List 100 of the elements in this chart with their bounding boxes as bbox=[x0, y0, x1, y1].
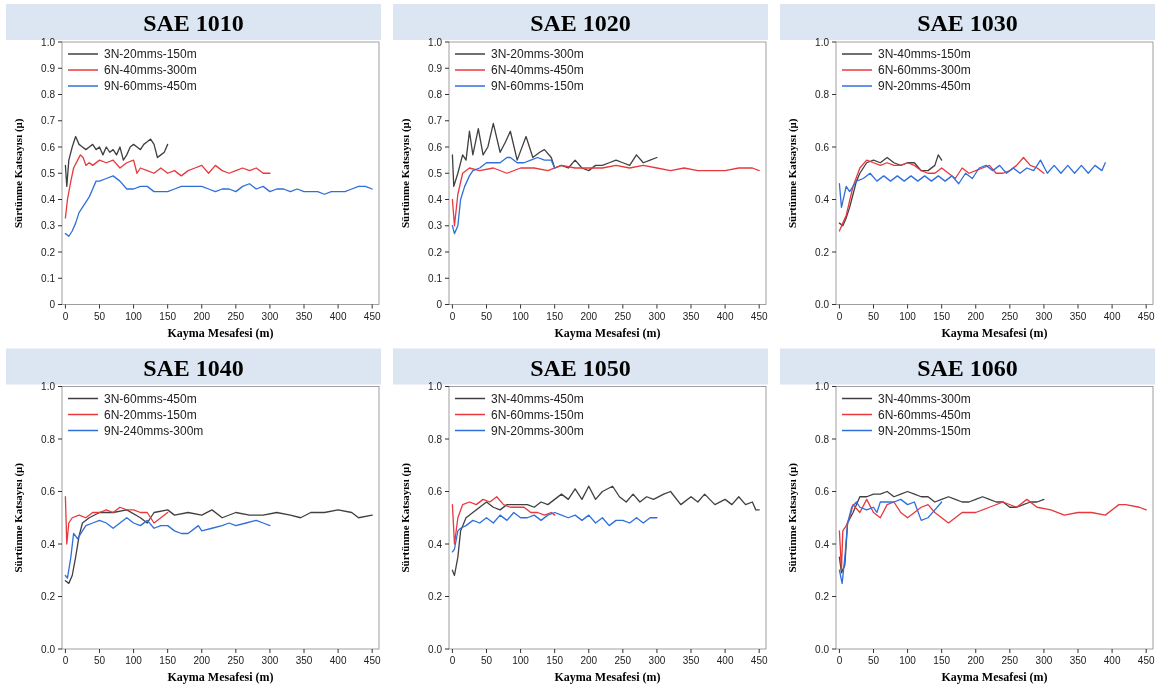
y-tick-label: 0.6 bbox=[41, 486, 56, 497]
line-series bbox=[64, 496, 169, 545]
legend-label: 3N-20mms-300m bbox=[491, 47, 584, 62]
y-tick-label: 0.5 bbox=[428, 167, 443, 179]
x-tick-label: 100 bbox=[125, 310, 143, 322]
x-tick-label: 400 bbox=[1103, 310, 1121, 322]
x-tick-label: 250 bbox=[227, 655, 245, 666]
x-tick-label: 250 bbox=[227, 310, 245, 322]
y-tick-label: 0.6 bbox=[815, 141, 830, 153]
x-tick-label: 200 bbox=[580, 310, 598, 322]
y-tick-label: 0.2 bbox=[815, 246, 830, 258]
y-tick-label: 0.6 bbox=[428, 141, 443, 153]
x-tick-label: 350 bbox=[682, 655, 700, 666]
x-tick-label: 100 bbox=[899, 310, 917, 322]
legend-label: 9N-240mms-300m bbox=[104, 423, 204, 438]
x-tick-label: 0 bbox=[449, 310, 456, 322]
y-axis-title: Sürtünme Katsayısı (μ) bbox=[786, 118, 799, 229]
legend-label: 6N-40mms-300m bbox=[104, 63, 197, 78]
x-tick-label: 150 bbox=[159, 655, 177, 666]
line-series bbox=[64, 509, 373, 585]
x-tick-label: 300 bbox=[1035, 310, 1053, 322]
chart-title: SAE 1050 bbox=[530, 354, 631, 381]
x-tick-label: 0 bbox=[836, 310, 843, 322]
x-tick-label: 450 bbox=[750, 310, 768, 322]
x-tick-label: 50 bbox=[480, 310, 493, 322]
x-tick-label: 0 bbox=[62, 655, 69, 666]
x-tick-label: 200 bbox=[193, 655, 211, 666]
y-tick-label: 1.0 bbox=[815, 381, 830, 392]
x-tick-label: 300 bbox=[648, 310, 666, 322]
line-series bbox=[451, 496, 556, 545]
y-tick-label: 0.8 bbox=[41, 433, 56, 445]
x-tick-label: 50 bbox=[867, 655, 880, 666]
y-axis-title: Sürtünme Katsayısı (μ) bbox=[399, 462, 412, 573]
x-tick-label: 150 bbox=[546, 655, 564, 666]
legend-label: 6N-60mms-300m bbox=[878, 63, 971, 78]
line-series bbox=[451, 156, 556, 235]
line-series bbox=[451, 122, 658, 188]
y-tick-label: 0.0 bbox=[815, 643, 830, 655]
legend-label: 9N-20mms-450m bbox=[878, 79, 971, 94]
x-tick-label: 200 bbox=[967, 655, 985, 666]
y-tick-label: 0 bbox=[49, 299, 56, 310]
x-tick-label: 350 bbox=[1069, 655, 1087, 666]
y-tick-label: 0.5 bbox=[41, 167, 56, 179]
legend-label: 3N-40mms-300m bbox=[878, 391, 971, 406]
legend-label: 6N-20mms-150m bbox=[104, 407, 197, 422]
x-tick-label: 200 bbox=[193, 310, 211, 322]
y-tick-label: 0.6 bbox=[815, 486, 830, 497]
chart-title: SAE 1030 bbox=[917, 10, 1018, 36]
x-tick-label: 0 bbox=[836, 655, 843, 666]
line-series bbox=[838, 498, 943, 585]
y-tick-label: 1.0 bbox=[815, 36, 830, 48]
x-tick-label: 300 bbox=[261, 655, 279, 666]
x-tick-label: 450 bbox=[1137, 310, 1155, 322]
line-series bbox=[838, 490, 1045, 574]
x-tick-label: 0 bbox=[449, 655, 456, 666]
x-axis-title: Kayma Mesafesi (m) bbox=[554, 325, 661, 340]
x-tick-label: 250 bbox=[1001, 655, 1019, 666]
y-tick-label: 0 bbox=[436, 299, 443, 310]
x-tick-label: 450 bbox=[363, 655, 381, 666]
y-tick-label: 0.8 bbox=[41, 89, 56, 100]
x-tick-label: 50 bbox=[480, 655, 493, 666]
x-tick-label: 450 bbox=[363, 310, 381, 322]
x-tick-label: 200 bbox=[967, 310, 985, 322]
y-axis-title: Sürtünme Katsayısı (μ) bbox=[12, 118, 25, 229]
line-series bbox=[838, 159, 1106, 209]
x-axis-title: Kayma Mesafesi (m) bbox=[554, 670, 661, 684]
y-axis-title: Sürtünme Katsayısı (μ) bbox=[399, 118, 412, 229]
y-tick-label: 0.3 bbox=[428, 220, 443, 232]
y-tick-label: 1.0 bbox=[428, 36, 443, 48]
line-series bbox=[838, 156, 1045, 232]
y-tick-label: 0.2 bbox=[815, 591, 830, 602]
x-tick-label: 300 bbox=[648, 655, 666, 666]
x-tick-label: 200 bbox=[580, 655, 598, 666]
legend-label: 9N-20mms-300m bbox=[491, 423, 584, 438]
x-tick-label: 400 bbox=[329, 310, 347, 322]
x-axis-title: Kayma Mesafesi (m) bbox=[941, 670, 1048, 684]
x-tick-label: 250 bbox=[1001, 310, 1019, 322]
x-tick-label: 400 bbox=[716, 655, 734, 666]
x-tick-label: 100 bbox=[512, 655, 530, 666]
legend-label: 9N-60mms-150m bbox=[491, 79, 584, 94]
y-tick-label: 0.8 bbox=[428, 89, 443, 100]
legend-label: 6N-60mms-150m bbox=[491, 407, 584, 422]
line-series bbox=[451, 485, 760, 577]
line-series bbox=[451, 511, 658, 553]
x-tick-label: 450 bbox=[1137, 655, 1155, 666]
y-tick-label: 0.4 bbox=[815, 538, 830, 550]
x-tick-label: 350 bbox=[295, 310, 313, 322]
y-tick-label: 0.2 bbox=[428, 591, 443, 602]
x-tick-label: 400 bbox=[329, 655, 347, 666]
line-series bbox=[64, 135, 169, 188]
y-axis-title: Sürtünme Katsayısı (μ) bbox=[12, 462, 25, 573]
legend-label: 3N-60mms-450m bbox=[104, 391, 197, 406]
y-axis-title: Sürtünme Katsayısı (μ) bbox=[786, 462, 799, 573]
y-tick-label: 0.8 bbox=[815, 89, 830, 100]
y-tick-label: 0.4 bbox=[41, 538, 56, 550]
legend-label: 6N-60mms-450m bbox=[878, 407, 971, 422]
x-tick-label: 50 bbox=[867, 310, 880, 322]
line-series bbox=[838, 154, 943, 227]
y-tick-label: 0.4 bbox=[428, 194, 443, 205]
x-tick-label: 450 bbox=[750, 655, 768, 666]
